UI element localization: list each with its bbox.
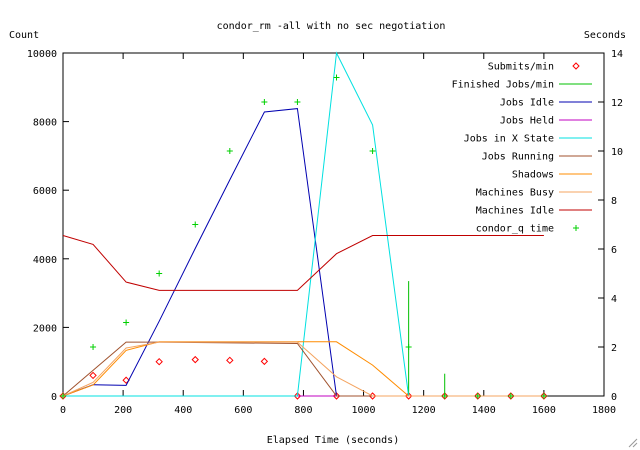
y-tick-label: 6000 [33,186,57,197]
data-point [156,270,163,277]
series-line [62,108,337,397]
y-tick-label: 0 [51,392,57,403]
legend-label: condor_q time [476,224,554,235]
data-point [332,392,341,400]
data-point [60,393,66,399]
data-point [155,357,163,366]
series-condor-q-time [60,74,547,399]
legend-marker [572,62,580,70]
data-point [226,356,234,365]
y-axis-label: Count [9,30,39,41]
legend-label: Submits/min [488,62,554,73]
data-point [293,392,302,400]
series-jobs-running [62,341,544,397]
series-line [63,51,544,397]
series-line [62,235,544,291]
series-line [62,341,544,397]
y2-tick-label: 6 [611,245,617,256]
series-line [62,341,544,397]
legend-label: Jobs in X State [464,134,554,145]
legend-label: Machines Idle [476,206,554,217]
data-point [89,371,97,380]
legend-label: Jobs Idle [500,98,554,109]
y2-tick-label: 12 [611,98,623,109]
data-point [122,376,130,384]
axis-ticks: 0 200 400 600 800 1000 1200 1400 1600 18000200040… [27,49,623,416]
x-tick-label: 200 [114,405,132,416]
data-point [294,99,301,105]
y-tick-label: 10000 [27,49,57,60]
legend-label: Finished Jobs/min [452,80,554,91]
data-point [260,357,269,366]
x-tick-label: 1400 [472,405,496,416]
legend: Submits/min Finished Jobs/min Jobs Idle Job… [452,62,592,235]
series-jobs-in-x-state [63,51,544,397]
data-point [474,393,481,399]
data-point [405,344,412,350]
data-point [90,344,97,350]
data-point [226,148,233,154]
legend-label: Shadows [512,170,554,181]
y-tick-label: 2000 [33,323,57,334]
x-tick-label: 600 [234,405,252,416]
x-tick-label: 400 [174,405,192,416]
data-point [333,74,340,81]
data-point [123,319,130,326]
series-jobs-idle [62,108,337,397]
x-tick-label: 1800 [592,405,616,416]
y-tick-label: 4000 [33,255,57,266]
y2-axis-label: Seconds [584,30,626,41]
data-point [191,355,199,364]
y2-tick-label: 10 [611,147,623,158]
legend-label: Jobs Running [482,152,554,163]
x-tick-label: 1200 [412,405,436,416]
y-tick-label: 8000 [33,118,57,129]
y2-tick-label: 8 [611,196,617,207]
x-tick-label: 1000 [352,405,376,416]
y2-tick-label: 14 [611,49,623,60]
data-point [507,393,514,399]
x-tick-label: 1600 [532,405,556,416]
legend-label: Machines Busy [476,188,554,199]
data-point [404,392,413,400]
data-point [441,393,448,399]
y2-tick-label: 4 [611,294,617,305]
x-axis-label: Elapsed Time (seconds) [267,435,399,446]
series-machines-idle [62,235,544,291]
data-point [261,99,268,105]
data-point [540,393,547,399]
series-layer [59,51,548,400]
legend-label: Jobs Held [500,116,554,127]
x-tick-label: 800 [294,405,312,416]
series-finished-jobs-min [408,281,446,396]
legend-marker [573,225,579,231]
data-point [369,148,376,154]
data-point [192,221,199,228]
series-machines-busy [62,341,544,397]
resize-grip-icon[interactable] [626,436,638,448]
chart-title: condor_rm -all with no sec negotiation [217,21,446,32]
x-tick-label: 0 [60,405,66,416]
y2-tick-label: 0 [611,392,617,403]
y2-tick-label: 2 [611,343,617,354]
series-submits-min [59,355,548,400]
